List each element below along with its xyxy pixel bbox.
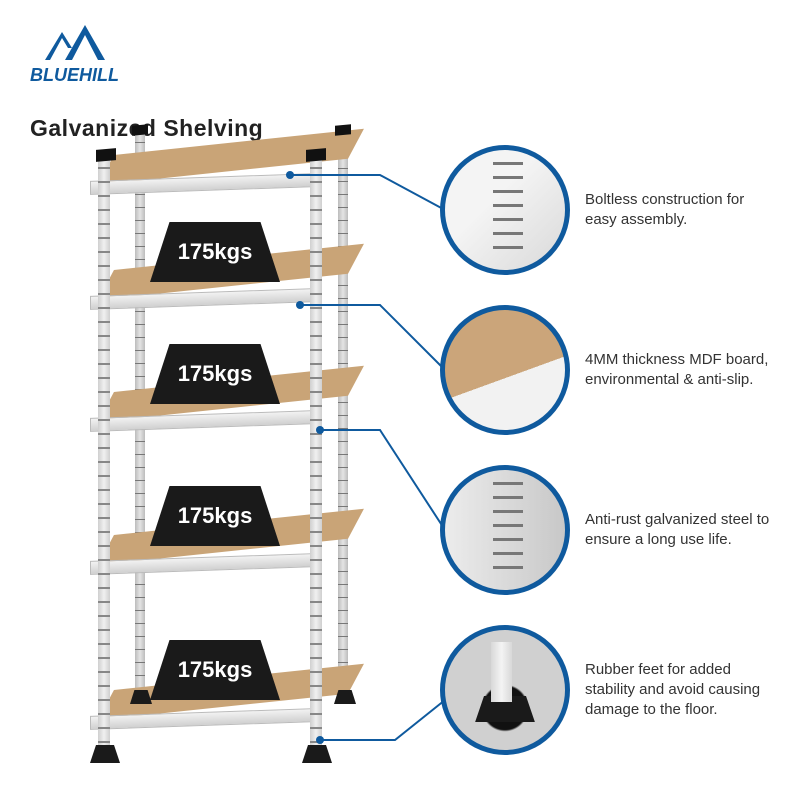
post-cap — [96, 148, 116, 162]
feature-text: Boltless construction for easy assembly. — [585, 190, 780, 231]
feature-callout: 4MM thickness MDF board, environmental &… — [440, 305, 780, 435]
detail-circle-icon — [440, 465, 570, 595]
weight-badge: 175kgs — [150, 486, 280, 546]
post-cap — [306, 148, 326, 162]
feature-text: Anti-rust galvanized steel to ensure a l… — [585, 510, 780, 551]
rubber-foot — [90, 745, 120, 763]
weight-badge: 175kgs — [150, 222, 280, 282]
brand-name: BLUEHILL — [30, 65, 119, 86]
feature-text: Rubber feet for added stability and avoi… — [585, 660, 780, 721]
feature-text: 4MM thickness MDF board, environmental &… — [585, 350, 780, 391]
weight-badge: 175kgs — [150, 640, 280, 700]
feature-callout: Anti-rust galvanized steel to ensure a l… — [440, 465, 780, 595]
detail-circle-icon — [440, 145, 570, 275]
shelf-post — [310, 155, 322, 745]
shelf-post — [98, 155, 110, 745]
mountain-icon — [40, 20, 110, 65]
post-cap — [132, 124, 148, 135]
rubber-foot — [302, 745, 332, 763]
feature-callout: Rubber feet for added stability and avoi… — [440, 625, 780, 755]
weight-badge: 175kgs — [150, 344, 280, 404]
post-cap — [335, 124, 351, 135]
detail-circle-icon — [440, 625, 570, 755]
product-illustration: 175kgs 175kgs 175kgs 175kgs — [80, 145, 360, 765]
brand-logo: BLUEHILL — [30, 20, 119, 86]
detail-circle-icon — [440, 305, 570, 435]
feature-callout: Boltless construction for easy assembly. — [440, 145, 780, 275]
